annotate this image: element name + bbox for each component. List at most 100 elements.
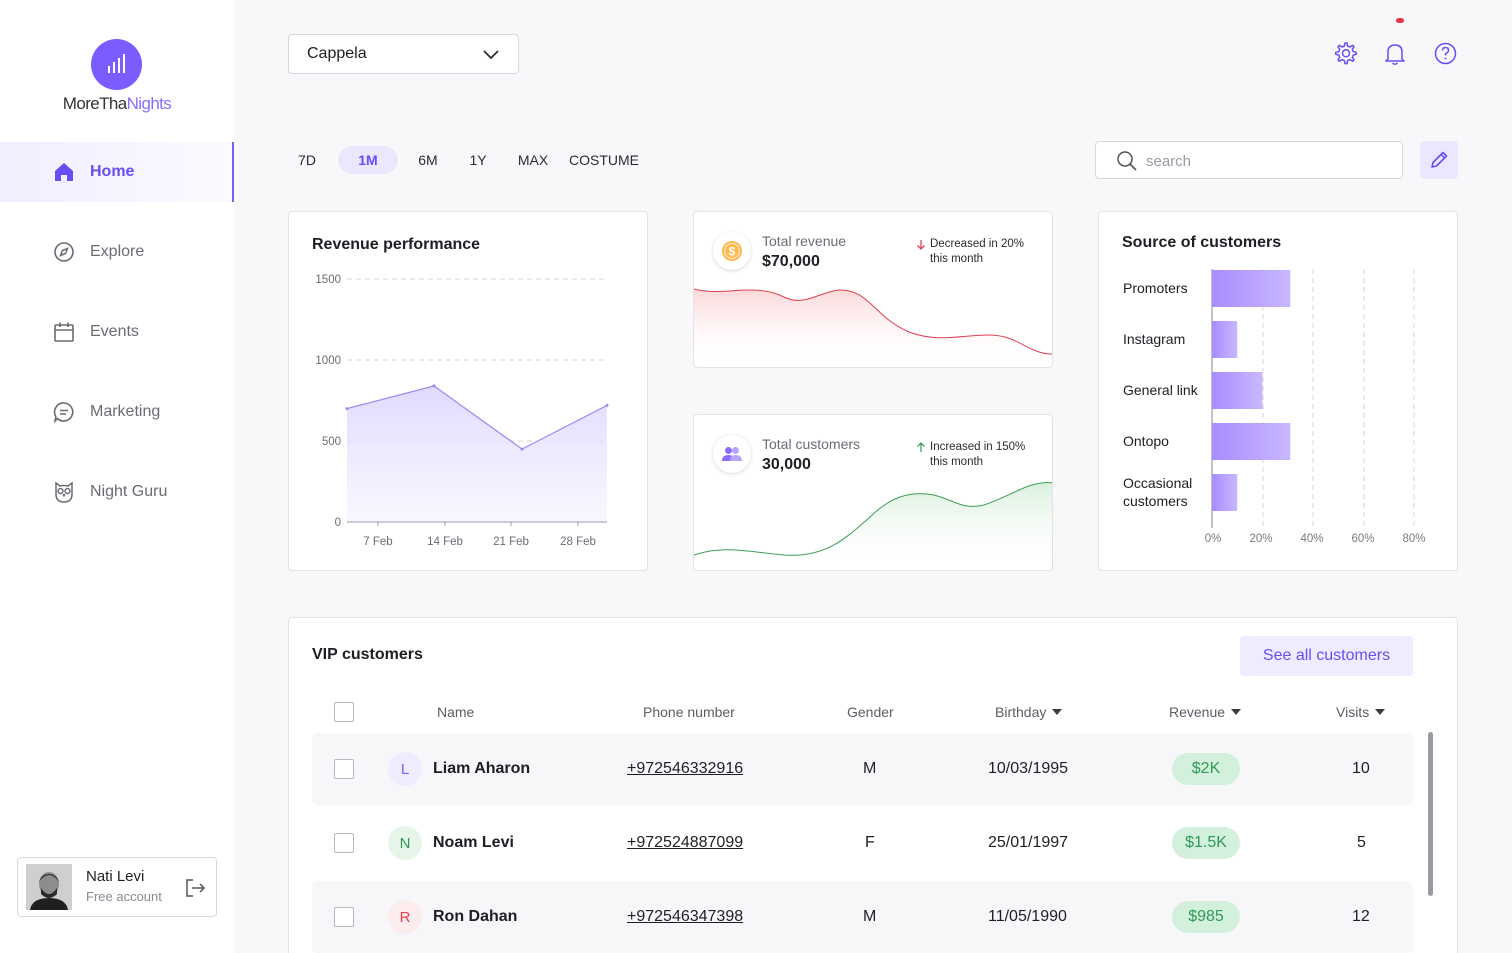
- range-tab-label: MAX: [517, 152, 549, 168]
- revenue-point: [605, 403, 609, 407]
- total-revenue-label: Total revenue: [762, 233, 847, 249]
- bars-logo-icon: [108, 54, 125, 73]
- owl-icon: [52, 480, 76, 504]
- row-revenue-badge: $1.5K: [1172, 827, 1240, 859]
- venue-select[interactable]: Cappela: [288, 34, 519, 74]
- column-header-label: Name: [437, 704, 475, 720]
- column-header-label: Gender: [847, 704, 894, 720]
- source-tick: 20%: [1249, 533, 1273, 545]
- search-input[interactable]: [1146, 150, 1386, 172]
- notification-dot: [1396, 18, 1404, 23]
- arrow-down-icon: [917, 240, 925, 250]
- range-tab-7d[interactable]: 7D: [288, 146, 326, 174]
- sidebar-item-home[interactable]: Home: [0, 142, 234, 202]
- x-tick-label: 7 Feb: [363, 536, 392, 548]
- calendar-icon: [52, 320, 76, 344]
- column-header-birthday[interactable]: Birthday: [995, 704, 1063, 720]
- column-header-phone: Phone number: [643, 704, 735, 720]
- y-tick-label: 1500: [315, 274, 341, 286]
- help-icon[interactable]: [1432, 40, 1458, 66]
- range-tab-1y[interactable]: 1Y: [459, 146, 497, 174]
- gear-icon[interactable]: [1332, 40, 1358, 66]
- source-of-customers-card: Source of customers Promoters Instagram …: [1098, 211, 1458, 571]
- total-customers-change-period: this month: [930, 456, 984, 468]
- row-checkbox[interactable]: [334, 833, 354, 853]
- coin-icon: $: [713, 232, 751, 270]
- revenue-card-title: Revenue performance: [312, 236, 481, 253]
- row-name: Ron Dahan: [433, 908, 518, 925]
- logo-mark[interactable]: [91, 39, 142, 90]
- svg-text:$: $: [729, 245, 736, 259]
- revenue-area-fill: [347, 385, 607, 522]
- total-customers-value: 30,000: [762, 456, 811, 473]
- column-header-label: Phone number: [643, 704, 735, 720]
- row-checkbox[interactable]: [334, 907, 354, 927]
- source-label-general-link: General link: [1123, 382, 1198, 398]
- vip-title: VIP customers: [312, 646, 423, 663]
- x-tick-label: 28 Feb: [560, 536, 596, 548]
- source-label-instagram: Instagram: [1123, 331, 1186, 347]
- source-bar: [1212, 321, 1238, 358]
- customers-trend-line: [694, 482, 1052, 556]
- users-icon: [713, 435, 751, 473]
- select-all-checkbox[interactable]: [334, 702, 354, 722]
- profile-card: Nati Levi Free account: [17, 857, 217, 917]
- search-icon: [1117, 151, 1137, 171]
- row-birthday: 10/03/1995: [988, 760, 1069, 777]
- range-tab-label: 6M: [418, 152, 438, 168]
- brand-name-part2: Nights: [126, 94, 172, 113]
- brand-name-part1: MoreTha: [62, 94, 127, 113]
- source-bar: [1212, 474, 1238, 511]
- range-tab-6m[interactable]: 6M: [409, 146, 447, 174]
- range-tab-label: COSTUME: [569, 152, 639, 168]
- sort-caret-icon: [1052, 709, 1063, 715]
- avatar[interactable]: [26, 864, 72, 910]
- search-box: [1095, 141, 1403, 179]
- see-all-customers-button[interactable]: See all customers: [1240, 636, 1413, 676]
- row-name: Liam Aharon: [433, 760, 531, 777]
- column-header-revenue[interactable]: Revenue: [1169, 704, 1242, 720]
- row-visits: 12: [1352, 908, 1370, 925]
- range-tab-max[interactable]: MAX: [510, 146, 556, 174]
- column-header-visits[interactable]: Visits: [1336, 704, 1386, 720]
- range-tab-1m[interactable]: 1M: [338, 146, 398, 174]
- row-gender: M: [863, 760, 877, 777]
- column-header-label: Revenue: [1169, 704, 1226, 720]
- sidebar-item-events[interactable]: Events: [0, 302, 234, 362]
- total-customers-label: Total customers: [762, 436, 861, 452]
- sidebar-item-label: Events: [90, 323, 139, 340]
- logout-icon[interactable]: [184, 877, 206, 899]
- range-tab-label: 1Y: [469, 152, 487, 168]
- row-phone[interactable]: +972546347398: [627, 908, 744, 925]
- sidebar-item-explore[interactable]: Explore: [0, 222, 234, 282]
- sidebar-item-label: Marketing: [90, 403, 161, 420]
- row-revenue-badge: $2K: [1172, 753, 1240, 785]
- table-row[interactable]: R Ron Dahan +972546347398 M 11/05/1990 $…: [312, 881, 1413, 953]
- table-row[interactable]: N Noam Levi +972524887099 F 25/01/1997 $…: [312, 807, 1413, 879]
- sidebar-item-night-guru[interactable]: Night Guru: [0, 462, 234, 522]
- source-label-promoters: Promoters: [1123, 280, 1188, 296]
- sources-bar-chart: [1211, 269, 1415, 528]
- range-tab-costume[interactable]: COSTUME: [566, 146, 642, 174]
- row-phone[interactable]: +972524887099: [627, 834, 744, 851]
- total-customers-change: Increased in 150% this month: [917, 440, 1026, 470]
- revenue-point: [520, 447, 524, 451]
- row-gender: M: [863, 908, 877, 925]
- table-row[interactable]: L Liam Aharon +972546332916 M 10/03/1995…: [312, 733, 1413, 805]
- sidebar: MoreThaNights Home Explore Events Market…: [0, 0, 234, 953]
- x-tick-label: 21 Feb: [493, 536, 529, 548]
- sidebar-item-marketing[interactable]: Marketing: [0, 382, 234, 442]
- revenue-area-line: [346, 385, 608, 450]
- source-label-occasional: Occasional customers: [1123, 475, 1193, 509]
- customers-trend-area: [694, 482, 1052, 570]
- table-scrollbar[interactable]: [1428, 732, 1433, 896]
- row-phone[interactable]: +972546332916: [627, 760, 744, 777]
- profile-name: Nati Levi: [86, 868, 145, 885]
- bell-icon[interactable]: [1382, 40, 1408, 66]
- sidebar-item-label: Night Guru: [90, 483, 168, 500]
- edit-button[interactable]: [1420, 141, 1458, 179]
- profile-plan: Free account: [86, 889, 162, 904]
- row-checkbox[interactable]: [334, 759, 354, 779]
- row-visits: 10: [1352, 760, 1370, 777]
- total-customers-change-text: Increased in 150%: [930, 441, 1026, 453]
